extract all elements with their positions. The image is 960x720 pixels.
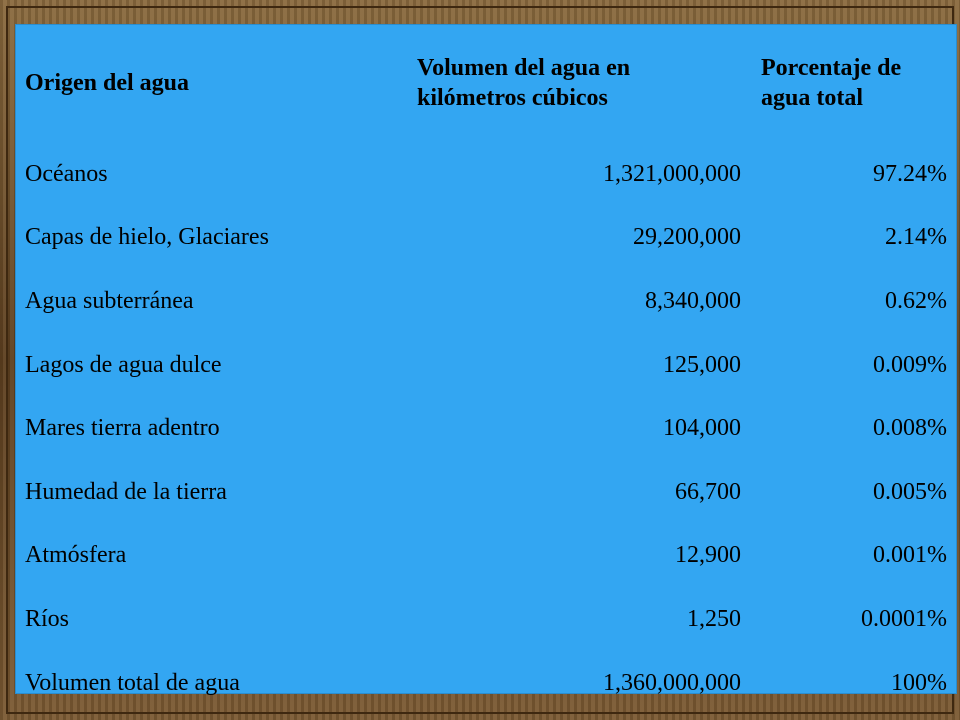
cell-volume: 104,000: [663, 415, 741, 442]
cell-percentage: 0.0001%: [861, 605, 947, 632]
cell-percentage: 97.24%: [873, 160, 947, 187]
cell-volume: 1,360,000,000: [603, 669, 741, 696]
cell-volume: 66,700: [675, 478, 741, 505]
cell-percentage: 100%: [891, 669, 947, 696]
header-percentage: Porcentaje de agua total: [761, 55, 902, 111]
cell-volume: 1,250: [687, 605, 741, 632]
cell-percentage: 0.001%: [873, 542, 947, 569]
water-table: Origen del agua Volumen del agua en kiló…: [15, 24, 957, 714]
table-row: Océanos 1,321,000,000 97.24%: [15, 142, 957, 206]
header-volume: Volumen del agua en kilómetros cúbicos: [417, 55, 631, 111]
cell-percentage: 0.62%: [885, 287, 947, 314]
cell-origin: Lagos de agua dulce: [25, 351, 222, 378]
cell-volume: 8,340,000: [645, 287, 741, 314]
cell-origin: Atmósfera: [25, 542, 127, 569]
table-row: Atmósfera 12,900 0.001%: [15, 524, 957, 588]
cell-volume: 125,000: [663, 351, 741, 378]
table-row: Humedad de la tierra 66,700 0.005%: [15, 460, 957, 524]
cell-origin: Humedad de la tierra: [25, 478, 227, 505]
table-header-row: Origen del agua Volumen del agua en kiló…: [15, 24, 957, 142]
cell-volume: 29,200,000: [633, 224, 741, 251]
table-row: Mares tierra adentro 104,000 0.008%: [15, 396, 957, 460]
cell-percentage: 0.009%: [873, 351, 947, 378]
cell-volume: 1,321,000,000: [603, 160, 741, 187]
cell-origin: Ríos: [25, 605, 70, 632]
table-row: Capas de hielo, Glaciares 29,200,000 2.1…: [15, 206, 957, 270]
cell-percentage: 0.005%: [873, 478, 947, 505]
cell-origin: Agua subterránea: [25, 287, 194, 314]
cell-percentage: 2.14%: [885, 224, 947, 251]
table-row: Agua subterránea 8,340,000 0.62%: [15, 269, 957, 333]
table-row: Lagos de agua dulce 125,000 0.009%: [15, 333, 957, 397]
cell-origin: Mares tierra adentro: [25, 415, 220, 442]
cell-origin: Capas de hielo, Glaciares: [25, 224, 269, 251]
header-origin: Origen del agua: [25, 70, 190, 96]
table-row: Ríos 1,250 0.0001%: [15, 587, 957, 651]
cell-percentage: 0.008%: [873, 415, 947, 442]
table-row-total: Volumen total de agua 1,360,000,000 100%: [15, 651, 957, 715]
cell-volume: 12,900: [675, 542, 741, 569]
cell-origin: Océanos: [25, 160, 108, 187]
cell-origin: Volumen total de agua: [25, 669, 240, 696]
slide-panel: Origen del agua Volumen del agua en kiló…: [15, 24, 957, 696]
